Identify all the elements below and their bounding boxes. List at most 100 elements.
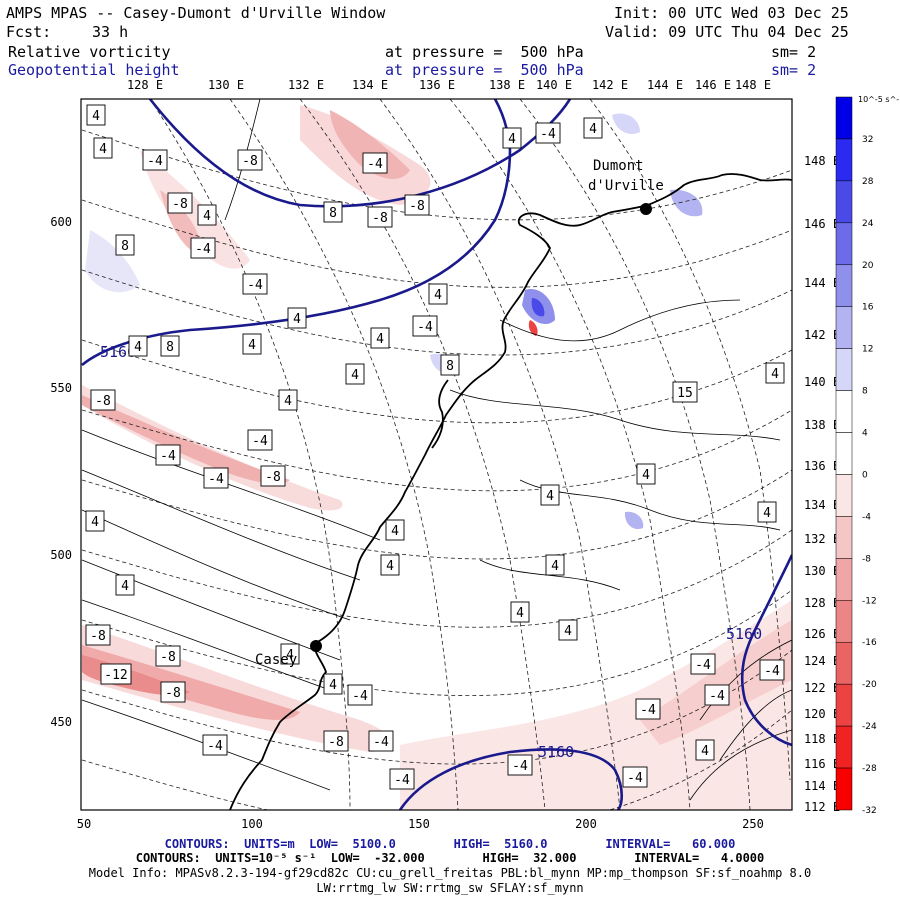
right-edge-label: 114 E — [804, 779, 840, 793]
top-longitude-label: 148 E — [735, 78, 771, 92]
vorticity-label: -4 — [160, 449, 176, 464]
right-edge-label: 118 E — [804, 732, 840, 746]
forecast-label: Fcst: — [6, 23, 52, 41]
colorbar-label: 32 — [862, 135, 873, 145]
valid-time: Valid: 09 UTC Thu 04 Dec 25 — [605, 23, 849, 41]
vorticity-label-box — [90, 389, 116, 411]
vorticity-label: -4 — [627, 771, 643, 786]
vorticity-label-box — [535, 122, 561, 144]
vorticity-label-box — [404, 194, 430, 216]
vorticity-label-box — [85, 510, 105, 532]
colorbar-label: 12 — [862, 345, 873, 355]
vorticity-label: 4 — [701, 744, 709, 759]
top-longitude-label: 140 E — [536, 78, 572, 92]
vorticity-label-box — [280, 643, 300, 665]
vorticity-label: 4 — [203, 209, 211, 224]
colorbar-label: 0 — [862, 470, 868, 480]
colorbar-swatch — [835, 558, 853, 601]
vorticity-label-box — [704, 684, 730, 706]
vorticity-label-box — [370, 327, 390, 349]
field2-name: Geopotential height — [8, 61, 180, 79]
bottom-axis-label: 50 — [77, 817, 91, 831]
colorbar-swatch — [835, 348, 853, 391]
vorticity-label: 8 — [446, 359, 454, 374]
vorticity-label: -4 — [147, 154, 163, 169]
dumont-label-line2: d'Urville — [588, 178, 664, 194]
vorticity-label-box — [695, 739, 715, 761]
left-axis-label: 600 — [50, 215, 72, 229]
top-longitude-label: 144 E — [647, 78, 683, 92]
left-axis-label: 500 — [50, 548, 72, 562]
vorticity-label: 15 — [677, 386, 693, 401]
left-axis-label: 550 — [50, 381, 72, 395]
vorticity-label: -4 — [512, 759, 528, 774]
footer-model-info: Model Info: MPASv8.2.3-194-gf29cd82c CU:… — [88, 866, 812, 880]
colorbar-swatch — [835, 264, 853, 307]
vorticity-label: -8 — [372, 211, 388, 226]
vorticity-label: -4 — [207, 739, 223, 754]
vorticity-label: -8 — [172, 197, 188, 212]
vorticity-label-box — [672, 381, 698, 403]
bottom-axis-label: 150 — [408, 817, 430, 831]
vorticity-label: 8 — [166, 340, 174, 355]
forecast-hour: 33 h — [92, 23, 129, 41]
left-axis-label: 450 — [50, 715, 72, 729]
vorticity-label-box — [260, 465, 286, 487]
footer-physics-info: LW:rrtmg_lw SW:rrtmg_sw SFLAY:sf_mynn — [316, 881, 584, 895]
colorbar-swatch — [835, 138, 853, 182]
top-longitude-label: 134 E — [352, 78, 388, 92]
colorbar-label: -12 — [862, 596, 877, 606]
height-contour-label: 5160 — [100, 343, 136, 361]
height-contour-label: 5160 — [538, 743, 574, 761]
vorticity-label: 4 — [564, 624, 572, 639]
lat-lon-grid — [81, 99, 792, 810]
vorticity-label-box — [380, 554, 400, 576]
vorticity-label-box — [362, 152, 388, 174]
vorticity-label-box — [440, 354, 460, 376]
vorticity-label: -4 — [764, 664, 780, 679]
vorticity-label-box — [100, 663, 132, 685]
field1-smoothing: sm= 2 — [771, 43, 817, 61]
vorticity-label-box — [190, 237, 216, 259]
top-longitude-label: 138 E — [489, 78, 525, 92]
dumont-durville-station-label: Dumont d'Urville — [588, 158, 664, 194]
vorticity-label: -8 — [95, 394, 111, 409]
vorticity-label-box — [128, 335, 148, 357]
vorticity-label: 4 — [589, 122, 597, 137]
colorbar-swatch — [835, 767, 853, 811]
vorticity-label: -8 — [265, 470, 281, 485]
vorticity-colorbar: 32 28 24 20 16 12 8 4 0 -4 -8 -12 -16 -20 -24 -28 -32 — [835, 96, 877, 816]
right-edge-label: 122 E — [804, 681, 840, 695]
vorticity-label: 4 — [508, 132, 516, 147]
vorticity-label: 4 — [546, 489, 554, 504]
vorticity-label: 4 — [284, 394, 292, 409]
bottom-axis-label: 250 — [742, 817, 764, 831]
vorticity-label-box — [347, 684, 373, 706]
dumont-label-line1: Dumont — [593, 158, 644, 174]
colorbar-swatch — [835, 600, 853, 643]
colorbar-swatch — [835, 180, 853, 224]
vorticity-label-box — [323, 201, 343, 223]
right-edge-labels: 148 E 146 E 144 E 142 E 140 E 138 E 136 E 134 E… — [804, 154, 840, 814]
vorticity-label: -8 — [328, 735, 344, 750]
vorticity-label-box — [93, 137, 113, 159]
colorbar-swatch — [835, 683, 853, 727]
bottom-axis-labels: 50 100 150 200 250 — [77, 817, 764, 831]
vorticity-label-box — [278, 389, 298, 411]
vorticity-label-box — [287, 307, 307, 329]
vorticity-label: 4 — [771, 367, 779, 382]
bottom-axis-label: 100 — [241, 817, 263, 831]
vorticity-label: -4 — [195, 242, 211, 257]
vorticity-label-box — [242, 333, 262, 355]
colorbar-label: 4 — [862, 429, 868, 439]
vorticity-label-box — [155, 444, 181, 466]
right-edge-label: 144 E — [804, 276, 840, 290]
plot-title: AMPS MPAS -- Casey-Dumont d'Urville Wind… — [6, 4, 386, 22]
top-longitude-label: 132 E — [288, 78, 324, 92]
colorbar-label: 16 — [862, 303, 874, 313]
init-time: Init: 00 UTC Wed 03 Dec 25 — [614, 4, 849, 22]
colorbar-label: -24 — [862, 722, 877, 732]
colorbar-label: 20 — [862, 261, 874, 271]
vorticity-label: -8 — [165, 686, 181, 701]
vorticity-label: 4 — [763, 506, 771, 521]
